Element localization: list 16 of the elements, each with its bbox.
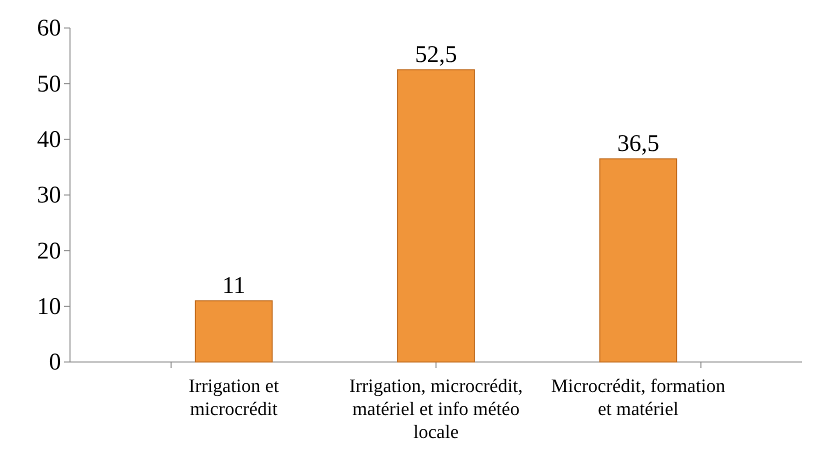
y-tick-label: 50 [37,71,61,98]
y-tick-label: 30 [37,182,61,209]
y-tick-label: 40 [37,127,61,154]
data-label: 11 [222,272,246,299]
x-tick-label: Microcrédit, formation et matériel [551,376,726,420]
bar [194,300,273,362]
x-tick-label: Irrigation, microcrédit, matériel et info météo locale [349,376,523,443]
y-tick-label: 0 [49,350,61,376]
x-tick-label: Irrigation et microcrédit [188,376,280,420]
data-label: 36,5 [617,130,660,157]
bar [397,69,475,362]
y-tick-label: 10 [37,294,61,320]
bar [599,158,678,362]
data-label: 52,5 [415,42,457,68]
y-tick-label: 20 [37,238,61,264]
y-tick-label: 60 [37,16,61,42]
